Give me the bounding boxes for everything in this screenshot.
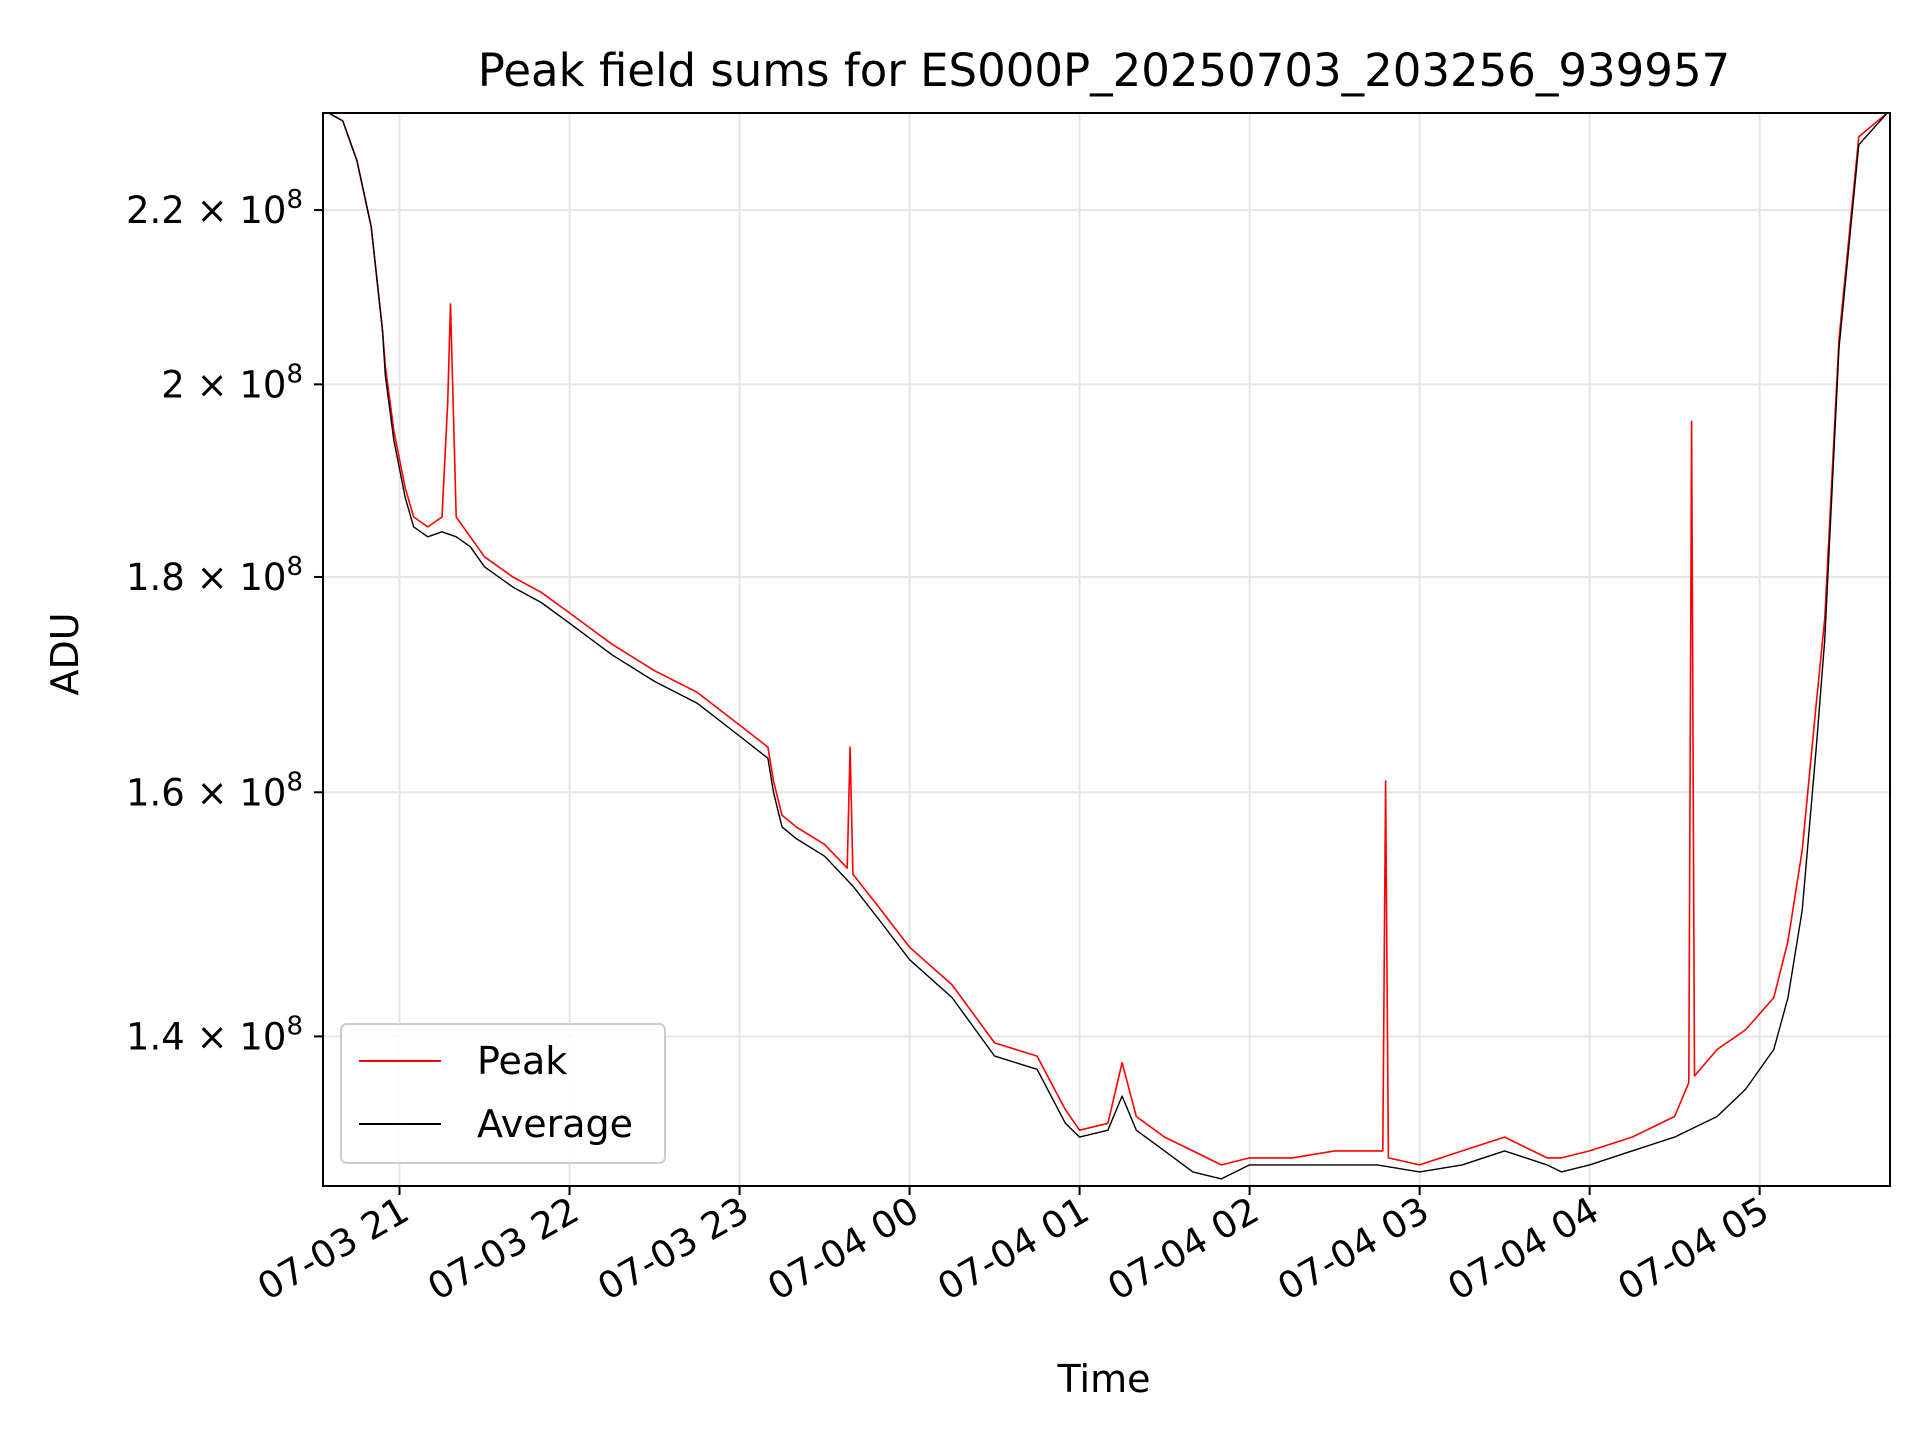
- plot-background: [323, 113, 1890, 1186]
- legend: Peak Average: [340, 1023, 666, 1164]
- y-tick-label: 1.6 × 108: [126, 767, 303, 814]
- legend-average-label: Average: [477, 1102, 633, 1146]
- chart-title: Peak field sums for ES000P_20250703_2032…: [478, 44, 1730, 97]
- y-axis-label: ADU: [43, 612, 87, 695]
- y-axis: 1.4 × 108 1.6 × 108 1.8 × 108 2 × 108 2.2 × …: [126, 185, 323, 1058]
- series-line-peak: [328, 113, 1888, 1166]
- x-axis-label: Time: [1057, 1357, 1151, 1401]
- y-tick-label: 2.2 × 108: [126, 185, 303, 232]
- plot-frame: [322, 112, 1891, 1187]
- legend-box: [340, 1023, 666, 1164]
- y-tick-label: 2 × 108: [161, 359, 303, 406]
- y-tick-label: 1.4 × 108: [126, 1011, 303, 1058]
- legend-peak-label: Peak: [477, 1039, 567, 1083]
- series-layer: [328, 113, 1888, 1180]
- grid: [323, 113, 1890, 1186]
- y-tick-label: 1.8 × 108: [126, 552, 303, 599]
- series-line-average: [328, 113, 1888, 1180]
